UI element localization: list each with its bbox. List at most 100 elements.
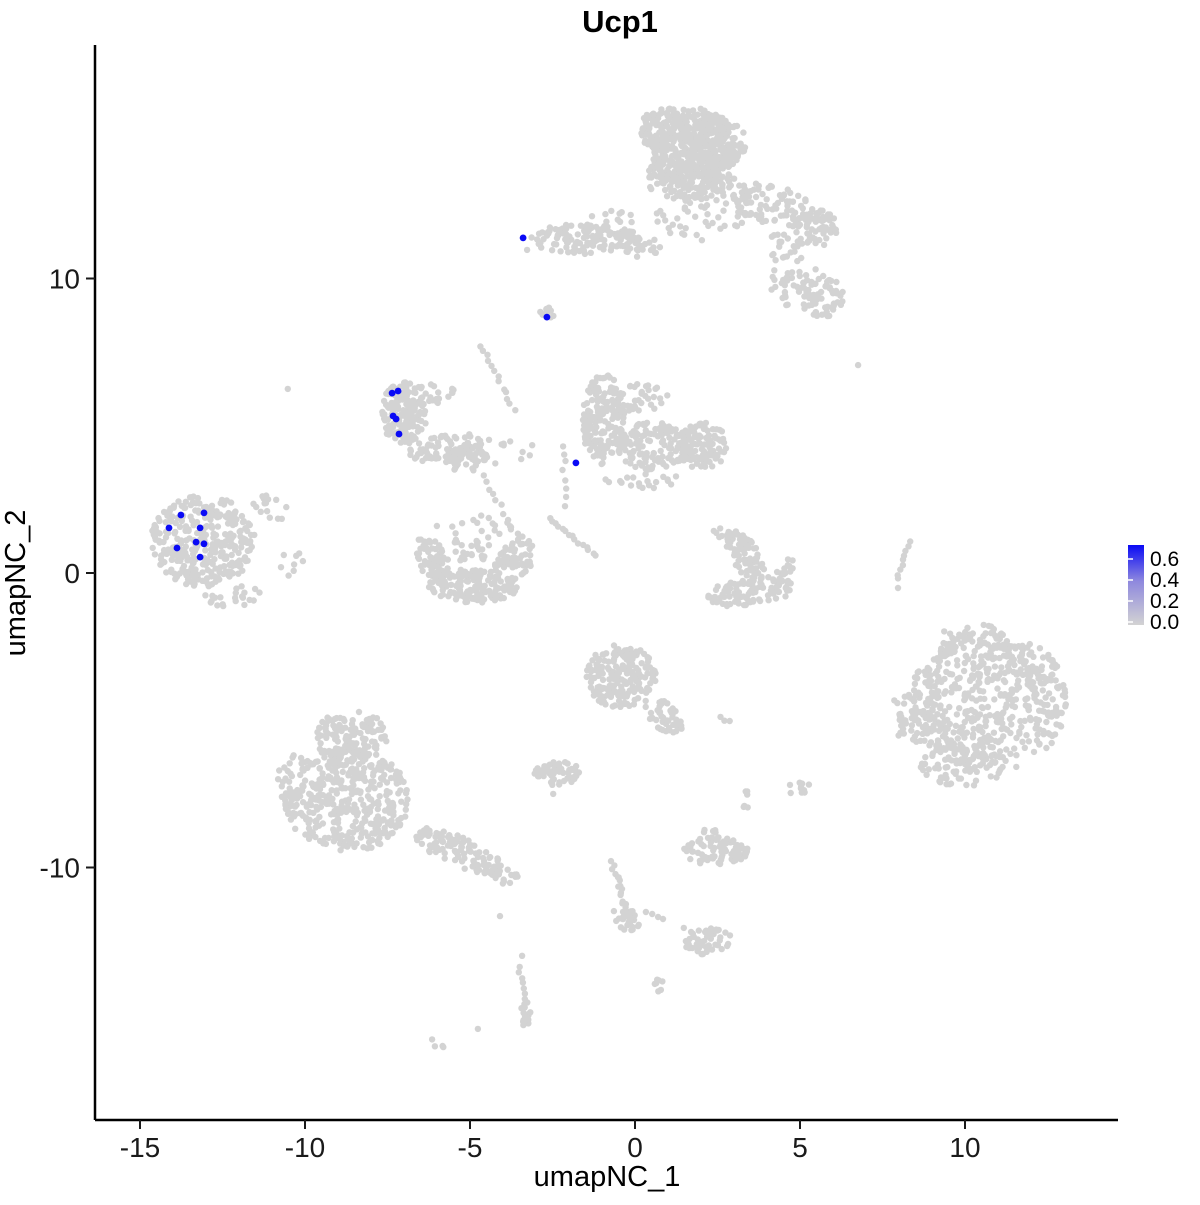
cell-point — [1061, 693, 1069, 701]
cell-point — [168, 549, 175, 556]
cell-point — [946, 703, 953, 711]
cell-point — [1007, 729, 1014, 737]
cell-point — [631, 403, 638, 410]
cell-point — [1027, 716, 1034, 724]
cell-point — [1008, 686, 1015, 693]
cell-point — [737, 856, 745, 863]
cell-point — [726, 593, 733, 600]
cell-point — [364, 833, 372, 840]
cell-point — [451, 461, 459, 468]
cell-point — [467, 452, 475, 460]
cell-point — [979, 661, 986, 668]
cell-point — [674, 443, 681, 451]
cell-point — [717, 161, 724, 168]
cell-point — [427, 553, 434, 561]
cell-point — [334, 749, 342, 757]
cell-point — [625, 407, 633, 414]
cell-point — [1033, 721, 1041, 728]
cell-point — [585, 412, 592, 419]
cell-point — [162, 519, 169, 526]
cell-point — [319, 770, 326, 777]
cell-point — [338, 784, 345, 791]
x-tick-label: 5 — [792, 1132, 808, 1163]
cell-point — [491, 527, 498, 534]
cell-point — [639, 246, 646, 253]
cell-point — [929, 725, 936, 732]
cell-point — [699, 164, 706, 171]
cell-point — [711, 853, 718, 860]
cell-point — [1013, 669, 1020, 676]
cell-point — [899, 556, 907, 563]
cell-point — [1043, 718, 1050, 726]
cell-point — [549, 777, 556, 784]
cell-point — [601, 657, 608, 664]
cell-point — [297, 754, 305, 762]
cell-point — [1023, 732, 1030, 739]
cell-point — [305, 825, 313, 832]
cell-point — [280, 551, 287, 559]
cell-point — [819, 207, 826, 214]
cell-point — [830, 300, 838, 307]
cell-point — [711, 432, 718, 439]
cell-point — [405, 389, 412, 396]
cell-point — [241, 601, 248, 609]
cell-point — [629, 661, 636, 669]
cell-point — [899, 725, 907, 733]
cell-point — [674, 154, 681, 161]
cell-point — [514, 530, 522, 537]
cell-point — [348, 806, 355, 813]
cell-point — [717, 525, 724, 532]
cell-point — [932, 765, 939, 772]
cell-point — [512, 563, 519, 570]
cell-point — [550, 240, 558, 248]
cell-point — [199, 569, 206, 576]
cell-point — [345, 796, 353, 803]
cell-point — [672, 426, 679, 433]
cell-point — [854, 361, 862, 369]
cell-point — [1011, 745, 1018, 752]
cell-point — [521, 1004, 528, 1011]
cell-point — [721, 222, 728, 229]
cell-point — [419, 567, 426, 575]
cell-point — [962, 767, 969, 774]
cell-point — [661, 186, 669, 194]
cell-point — [703, 132, 710, 139]
cell-point — [561, 451, 568, 458]
cell-point — [694, 849, 702, 856]
cell-point — [263, 508, 271, 515]
cell-point — [796, 268, 803, 276]
cell-point — [816, 236, 823, 244]
cell-point — [656, 709, 663, 716]
cell-point — [411, 455, 419, 462]
cell-point — [780, 192, 788, 199]
cell-point — [740, 601, 748, 609]
cell-point — [452, 596, 460, 603]
cell-point — [527, 1009, 534, 1016]
legend-tick-label: 0.2 — [1150, 590, 1179, 613]
cell-point — [325, 800, 333, 807]
cell-point — [894, 575, 902, 582]
cell-point — [756, 206, 763, 213]
cell-point — [452, 536, 460, 543]
cell-point — [754, 569, 761, 577]
cell-point — [597, 686, 604, 694]
cell-point — [441, 578, 448, 585]
cell-point — [721, 155, 728, 162]
cell-point — [787, 580, 794, 587]
cell-point — [1029, 663, 1036, 670]
cell-point — [717, 856, 725, 864]
cell-point — [823, 235, 830, 242]
cell-point — [814, 291, 822, 298]
cell-point — [910, 698, 918, 705]
cell-point — [1003, 640, 1010, 647]
cell-point — [381, 828, 389, 835]
cell-point — [993, 644, 1000, 651]
cell-point — [980, 621, 987, 629]
cell-point — [218, 549, 225, 556]
cell-point — [662, 135, 670, 142]
cell-point — [782, 593, 789, 600]
cell-point — [659, 726, 666, 734]
cell-point — [991, 672, 998, 679]
cell-point — [357, 771, 365, 779]
cell-point — [765, 184, 772, 191]
